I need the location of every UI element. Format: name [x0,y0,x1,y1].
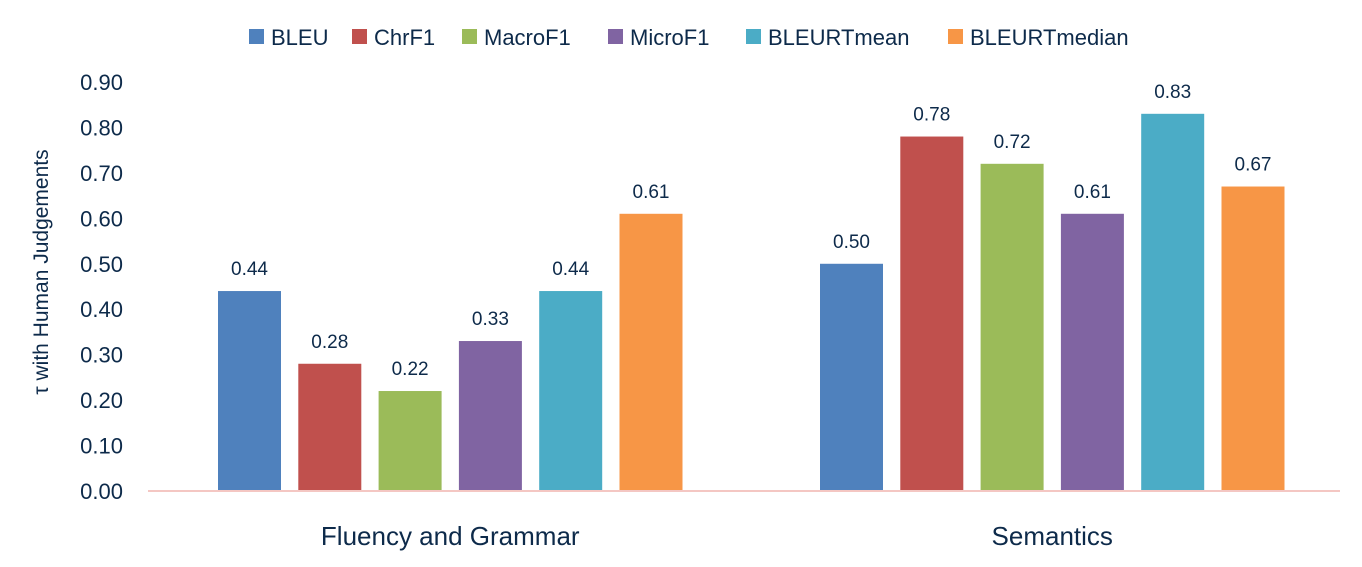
legend-swatch [746,29,761,44]
legend-swatch [352,29,367,44]
y-tick-label: 0.50 [80,252,123,277]
data-label: 0.61 [633,182,670,203]
bar [378,391,442,491]
bar [1221,186,1285,491]
legend-label: BLEU [271,25,328,50]
bar [458,341,522,491]
data-label: 0.72 [994,132,1031,153]
legend-swatch [462,29,477,44]
legend-label: ChrF1 [374,25,435,50]
data-label: 0.33 [472,309,509,330]
data-label: 0.44 [552,259,589,280]
bar [619,213,683,492]
data-label: 0.22 [392,359,429,380]
category-label: Semantics [992,521,1113,551]
bar [1060,213,1124,492]
y-axis-label: τ with Human Judgements [30,149,53,394]
legend-label: BLEURTmean [768,25,909,50]
legend-swatch [608,29,623,44]
y-axis: 0.00 0.10 0.20 0.30 0.40 0.50 0.60 0.70 0.80 0.90 [80,70,123,504]
bar [1141,113,1205,492]
category-label: Fluency and Grammar [321,521,580,551]
data-label: 0.50 [833,232,870,253]
data-label: 0.78 [913,105,950,126]
bar [539,291,603,491]
data-label: 0.28 [311,332,348,353]
bar [820,263,883,491]
y-tick-label: 0.60 [80,206,123,231]
y-tick-label: 0.10 [80,434,123,459]
y-tick-label: 0.90 [80,70,123,95]
legend-label: BLEURTmedian [970,25,1129,50]
y-tick-label: 0.00 [80,479,123,504]
y-tick-label: 0.40 [80,297,123,322]
bar [218,291,281,491]
bars [218,113,1285,492]
y-tick-label: 0.30 [80,343,123,368]
data-label: 0.83 [1154,82,1191,103]
bar [298,363,362,491]
bar [980,163,1044,492]
legend-label: MicroF1 [630,25,709,50]
legend: BLEU ChrF1 MacroF1 MicroF1 BLEURTmean BLEURTm… [249,25,1129,50]
y-tick-label: 0.70 [80,161,123,186]
legend-swatch [948,29,963,44]
legend-label: MacroF1 [484,25,571,50]
y-tick-label: 0.80 [80,115,123,140]
legend-swatch [249,29,264,44]
data-label: 0.67 [1235,155,1272,176]
y-tick-label: 0.20 [80,388,123,413]
bar [900,136,964,492]
category-labels: Fluency and Grammar Semantics [321,521,1113,551]
data-label: 0.44 [231,259,268,280]
data-label: 0.61 [1074,182,1111,203]
data-labels: 0.44 0.28 0.22 0.33 0.44 0.61 0.50 0.78 0.72 0.61… [231,82,1271,380]
